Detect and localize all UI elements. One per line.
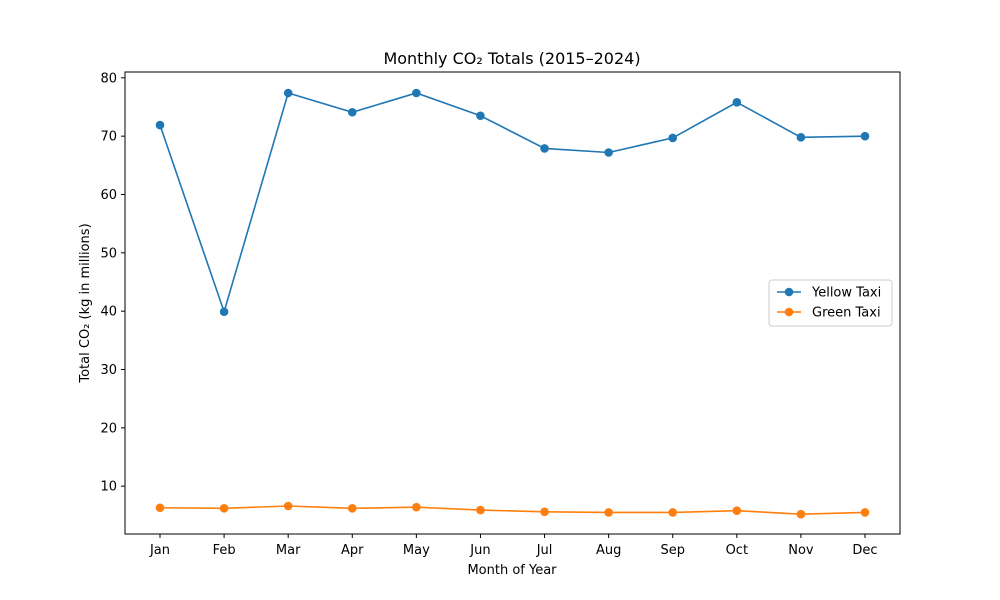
data-point xyxy=(412,502,421,512)
x-tick-label: Aug xyxy=(596,543,621,558)
x-tick-label: May xyxy=(403,543,430,558)
data-point xyxy=(347,504,357,513)
legend-swatch-marker xyxy=(784,287,794,297)
legend-entry-label: Green Taxi xyxy=(812,306,881,321)
data-point xyxy=(412,88,421,98)
legend: Yellow Taxi Green Taxi xyxy=(768,279,893,327)
data-point xyxy=(155,503,165,513)
x-tick-label: Jun xyxy=(469,543,490,558)
chart-title: Monthly CO₂ Totals (2015–2024) xyxy=(383,49,640,68)
x-tick-label: Apr xyxy=(341,543,364,558)
plot-area xyxy=(124,71,901,535)
series-layer xyxy=(155,88,870,519)
data-point xyxy=(540,507,549,517)
legend-swatch-marker xyxy=(784,307,794,317)
legend-entry-label: Yellow Taxi xyxy=(811,286,881,301)
data-point xyxy=(796,509,806,519)
y-tick-label: 80 xyxy=(100,71,117,86)
axis-ticks: Jan Feb Mar Apr May Jun Jul Aug Sep Oct Nov Dec 10 20… xyxy=(100,71,877,558)
series-line xyxy=(159,92,866,315)
y-tick-label: 30 xyxy=(100,363,117,378)
data-point xyxy=(347,107,357,117)
data-point xyxy=(476,505,485,515)
x-tick-label: Nov xyxy=(788,543,814,558)
y-tick-label: 70 xyxy=(100,130,117,145)
data-point xyxy=(604,508,613,517)
data-point xyxy=(155,120,165,130)
data-point xyxy=(219,504,229,513)
data-point xyxy=(283,501,293,511)
data-point xyxy=(860,508,870,517)
x-tick-label: Sep xyxy=(660,543,685,558)
y-tick-label: 60 xyxy=(100,188,117,203)
data-point xyxy=(476,111,485,121)
y-tick-label: 10 xyxy=(100,480,117,495)
data-point xyxy=(860,131,870,141)
x-tick-label: Dec xyxy=(852,543,877,558)
data-point xyxy=(540,144,549,153)
data-point xyxy=(796,133,806,142)
data-point xyxy=(668,133,678,143)
y-tick-label: 50 xyxy=(100,246,117,261)
y-tick-label: 20 xyxy=(100,421,117,436)
y-axis-label: Total CO₂ (kg in millions) xyxy=(78,223,93,383)
data-point xyxy=(219,307,229,317)
series-line xyxy=(159,505,866,515)
y-tick-label: 40 xyxy=(100,305,117,320)
x-tick-label: Jan xyxy=(149,543,170,558)
x-tick-label: Oct xyxy=(726,543,748,558)
x-tick-label: Jul xyxy=(536,543,553,558)
x-tick-label: Feb xyxy=(213,543,236,558)
data-point xyxy=(668,508,678,517)
x-axis-label: Month of Year xyxy=(467,563,557,578)
x-tick-label: Mar xyxy=(276,543,301,558)
data-point xyxy=(732,98,742,107)
data-point xyxy=(732,506,742,515)
data-point xyxy=(283,88,293,98)
data-point xyxy=(604,148,613,157)
